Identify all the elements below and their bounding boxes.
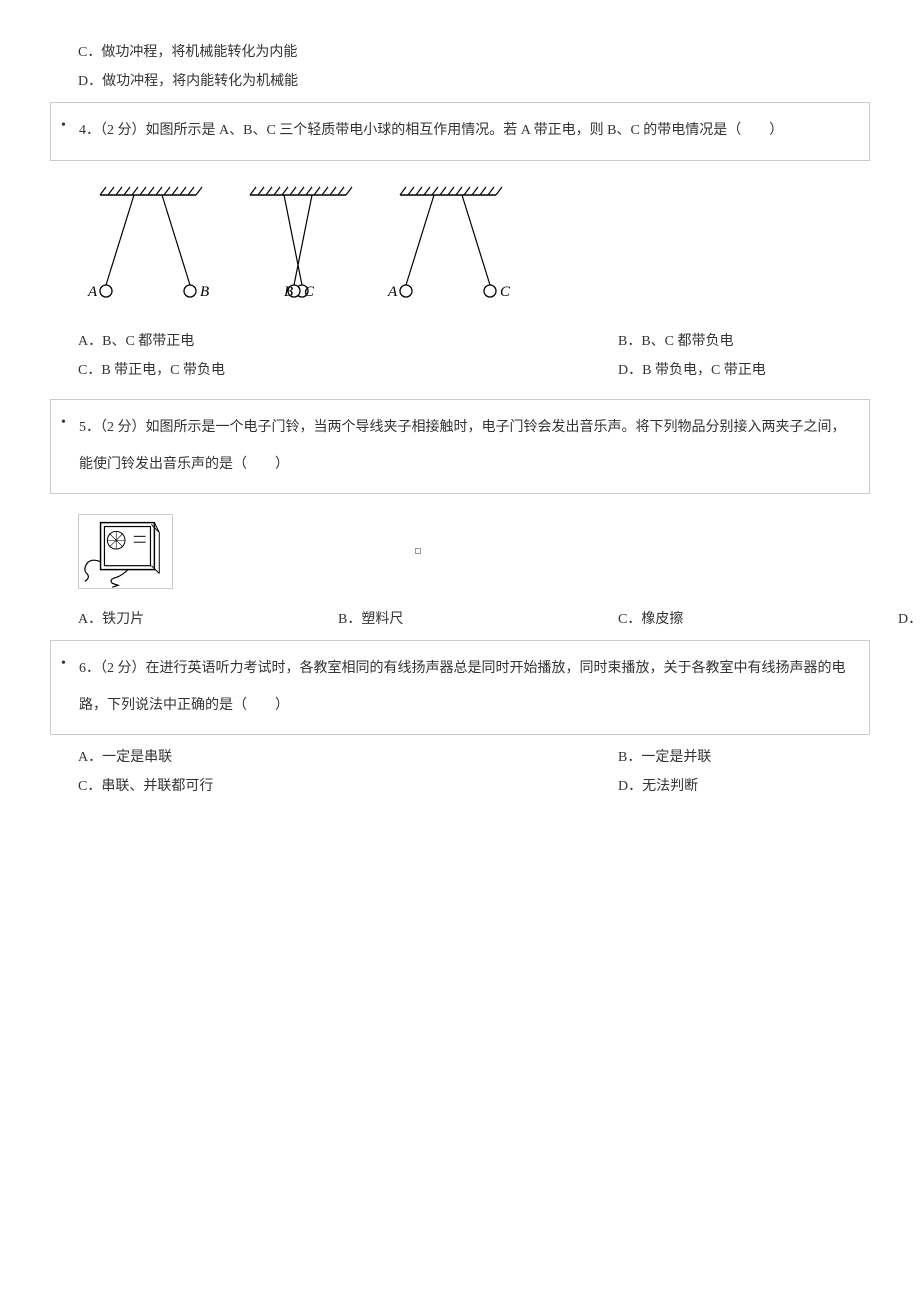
prev-question-options: C．做功冲程，将机械能转化为内能 D．做功冲程，将内能转化为机械能 [50, 40, 870, 94]
bullet-icon: • [61, 113, 79, 138]
q5-option-b: B．塑料尺 [338, 607, 618, 632]
svg-text:A: A [387, 284, 398, 300]
svg-text:C: C [304, 284, 315, 300]
svg-text:A: A [87, 284, 98, 300]
doorbell-device [78, 514, 173, 589]
svg-text:C: C [500, 284, 511, 300]
question-5: • 5．（2 分）如图所示是一个电子门铃，当两个导线夹子相接触时，电子门铃会发出… [50, 399, 870, 494]
q5-option-d: D．物 [898, 607, 920, 632]
question-4-options: A．B、C 都带正电 C．B 带正电，C 带负电 B．B、C 都带负电 D．B … [50, 329, 870, 391]
question-6: • 6．（2 分）在进行英语听力考试时，各教室相同的有线扬声器总是同时开始播放，… [50, 640, 870, 735]
question-4: • 4．（2 分）如图所示是 A、B、C 三个轻质带电小球的相互作用情况。若 A… [50, 102, 870, 160]
q4-option-d: D．B 带负电，C 带正电 [618, 358, 870, 383]
svg-text:B: B [284, 284, 293, 300]
question-5-options: A．铁刀片 B．塑料尺 C．橡皮擦 D．物 [50, 607, 870, 632]
q4-option-c: C．B 带正电，C 带负电 [78, 358, 618, 383]
q6-option-a: A．一定是串联 [78, 745, 618, 770]
q6-option-d: D．无法判断 [618, 774, 870, 799]
svg-text:B: B [200, 284, 209, 300]
question-4-text: 4．（2 分）如图所示是 A、B、C 三个轻质带电小球的相互作用情况。若 A 带… [79, 113, 859, 149]
bullet-icon: • [61, 651, 79, 676]
q6-option-b: B．一定是并联 [618, 745, 870, 770]
question-6-options: A．一定是串联 C．串联、并联都可行 B．一定是并联 D．无法判断 [50, 745, 870, 807]
option-c: C．做功冲程，将机械能转化为内能 [78, 40, 870, 65]
placeholder-square [415, 548, 421, 554]
q4-option-a: A．B、C 都带正电 [78, 329, 618, 354]
q5-option-a: A．铁刀片 [78, 607, 338, 632]
question-5-text: 5．（2 分）如图所示是一个电子门铃，当两个导线夹子相接触时，电子门铃会发出音乐… [79, 410, 859, 483]
question-6-text: 6．（2 分）在进行英语听力考试时，各教室相同的有线扬声器总是同时开始播放，同时… [79, 651, 859, 724]
bullet-icon: • [61, 410, 79, 435]
q6-option-c: C．串联、并联都可行 [78, 774, 618, 799]
option-d: D．做功冲程，将内能转化为机械能 [78, 69, 870, 94]
q5-option-c: C．橡皮擦 [618, 607, 898, 632]
q4-option-b: B．B、C 都带负电 [618, 329, 870, 354]
question-4-figure: ABBCAC [50, 171, 870, 321]
question-5-figure [50, 504, 870, 599]
